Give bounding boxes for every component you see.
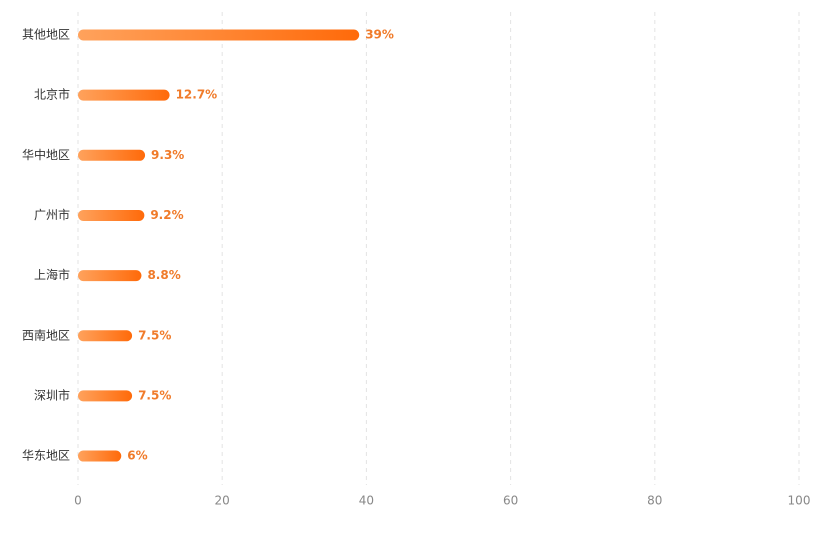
category-label: 西南地区 — [22, 327, 70, 342]
x-tick-label: 20 — [215, 494, 230, 508]
bar — [78, 390, 133, 402]
category-label: 深圳市 — [34, 387, 70, 402]
x-tick-label: 40 — [359, 494, 374, 508]
value-label: 9.2% — [150, 208, 183, 222]
category-label: 其他地区 — [22, 28, 70, 42]
value-label: 6% — [127, 449, 147, 463]
bar — [78, 149, 146, 161]
bar — [78, 330, 133, 342]
category-label: 广州市 — [34, 207, 70, 222]
value-label: 9.3% — [151, 148, 184, 162]
category-label: 上海市 — [34, 267, 70, 282]
value-label: 12.7% — [176, 88, 218, 102]
value-label: 7.5% — [138, 328, 171, 342]
category-label: 华东地区 — [22, 449, 70, 463]
bar — [78, 270, 142, 282]
value-label: 8.8% — [147, 268, 180, 282]
x-tick-label: 0 — [74, 494, 82, 508]
bar — [78, 450, 122, 462]
bar — [78, 29, 360, 41]
x-tick-label: 60 — [503, 494, 518, 508]
category-label: 北京市 — [34, 87, 70, 102]
bar — [78, 89, 170, 101]
x-tick-label: 80 — [647, 494, 662, 508]
bar — [78, 209, 145, 221]
category-label: 华中地区 — [22, 147, 70, 162]
x-tick-label: 100 — [788, 494, 811, 508]
value-label: 39% — [365, 28, 394, 42]
value-label: 7.5% — [138, 388, 171, 402]
